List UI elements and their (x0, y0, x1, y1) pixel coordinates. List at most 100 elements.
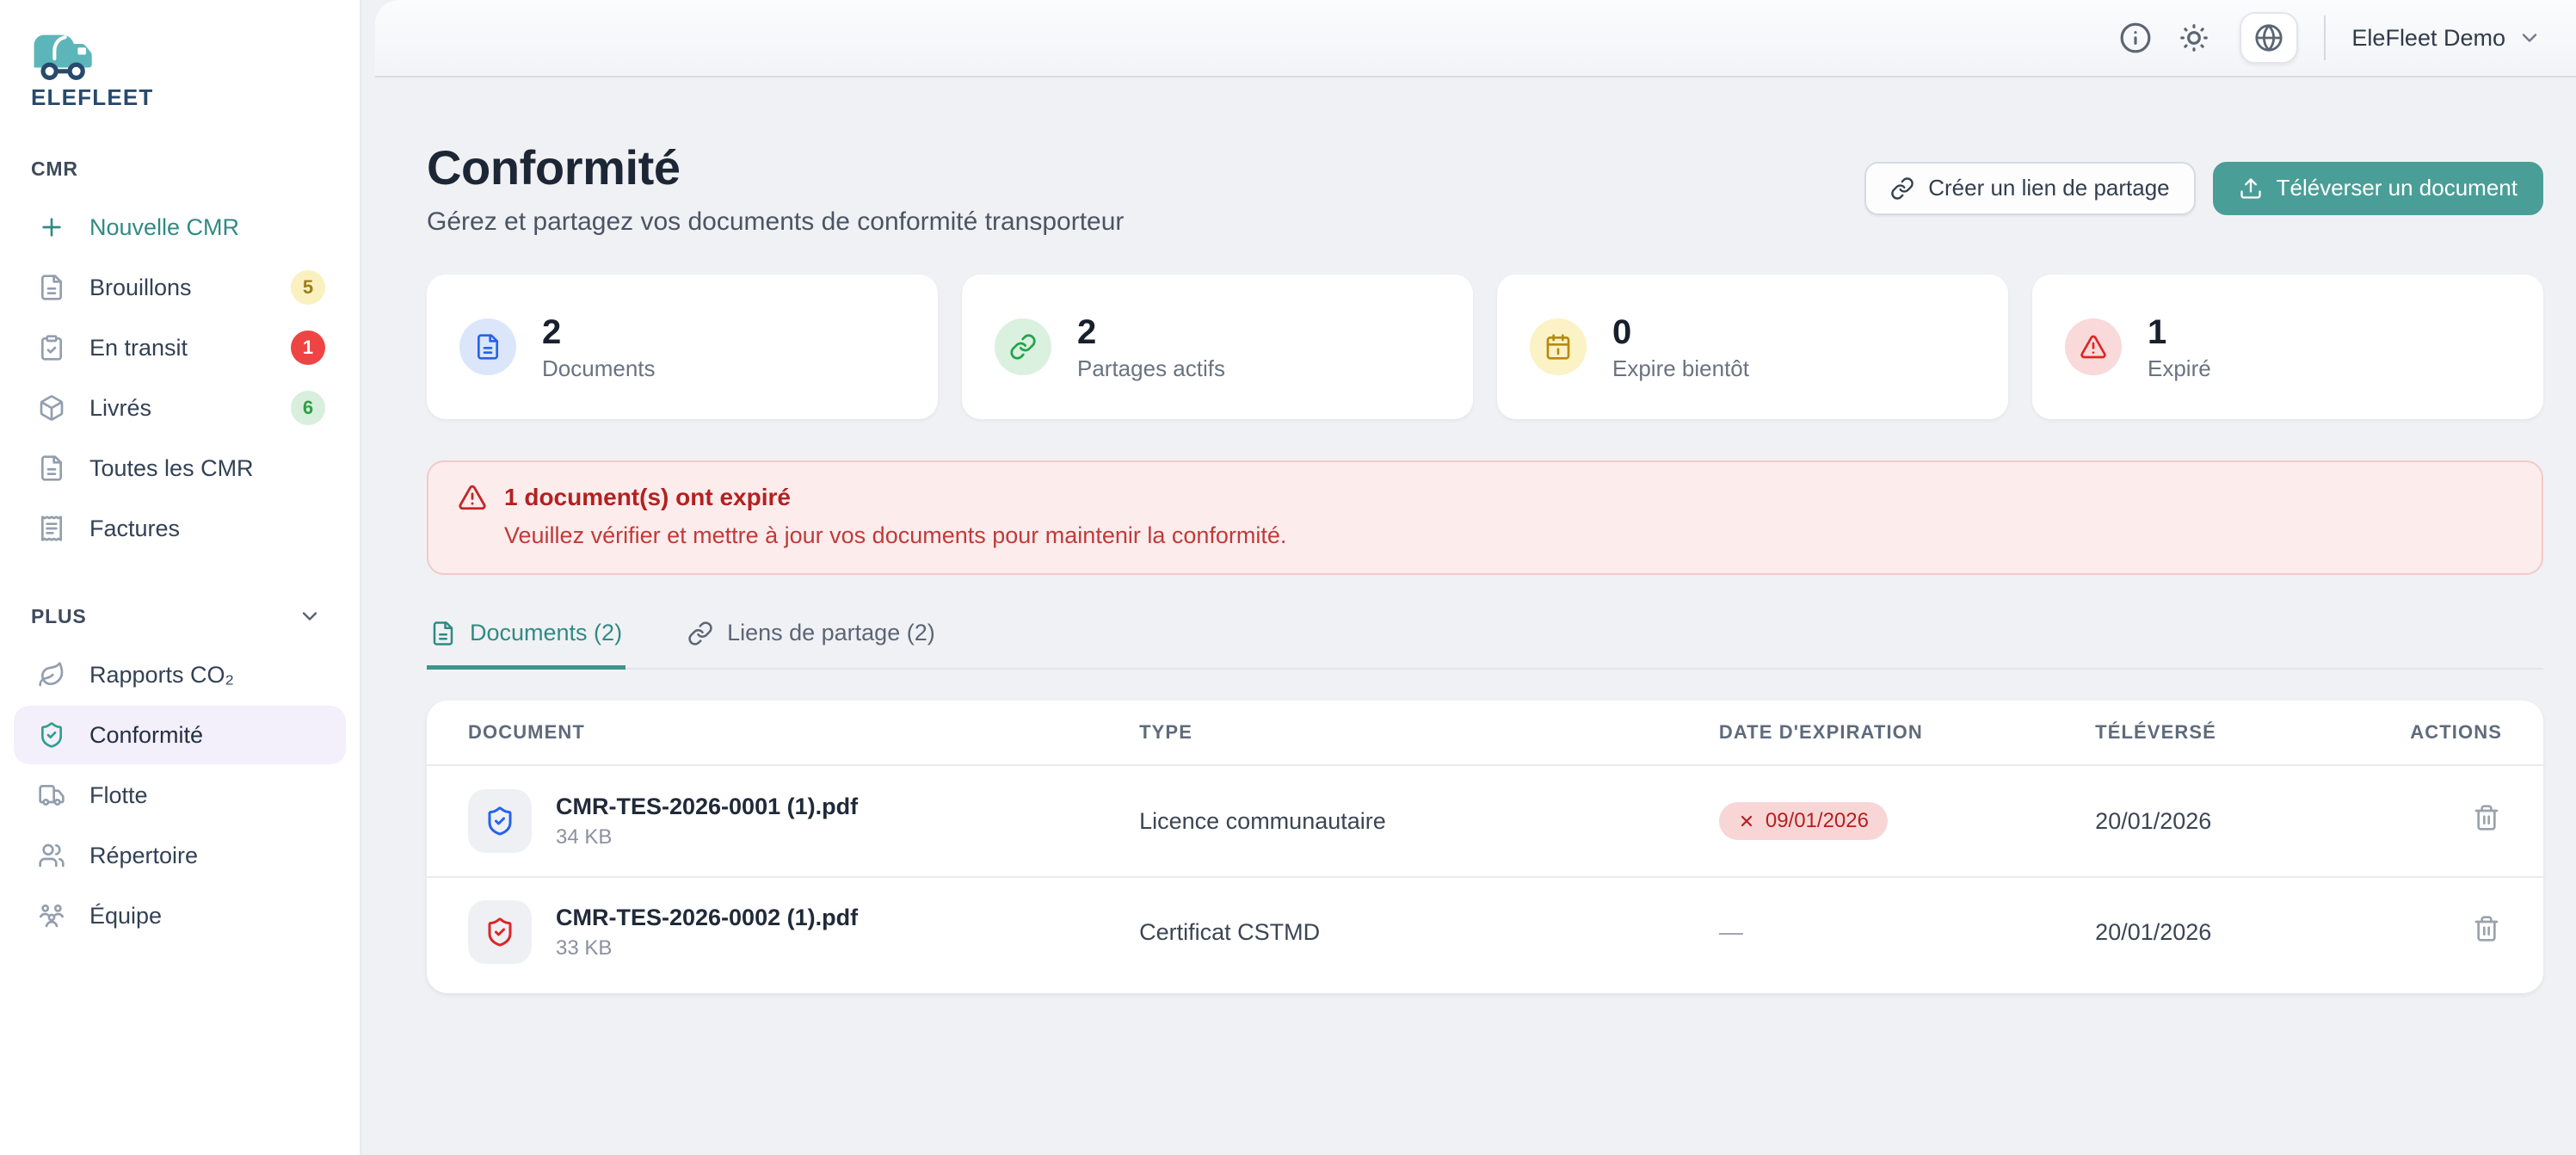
file-text-icon (459, 318, 516, 375)
document-name: CMR-TES-2026-0002 (1).pdf (556, 904, 859, 930)
page-subtitle: Gérez et partagez vos documents de confo… (427, 207, 1125, 236)
stat-value: 2 (542, 312, 562, 351)
topbar-divider (2324, 15, 2326, 60)
no-expiration-dash: — (1718, 918, 1743, 945)
sidebar-item-label: Flotte (89, 781, 148, 808)
tab-liens-de-partage[interactable]: Liens de partage (2) (684, 620, 939, 670)
sidebar-item-nouvelle-cmr[interactable]: Nouvelle CMR (14, 198, 346, 256)
sidebar-nav: CMR Nouvelle CMR Brouillons 5 En transit… (14, 158, 346, 945)
count-badge: 1 (291, 330, 325, 365)
package-icon (38, 394, 65, 422)
truck-icon (38, 781, 65, 809)
clipboard-check-icon (38, 334, 65, 361)
count-badge: 6 (291, 391, 325, 425)
stat-label: Expiré (2148, 355, 2211, 381)
document-size: 33 KB (556, 936, 613, 960)
info-button[interactable] (2119, 22, 2152, 54)
document-name: CMR-TES-2026-0001 (1).pdf (556, 793, 859, 819)
sidebar-section-cmr-label: CMR (31, 158, 78, 180)
topbar: EleFleet Demo (375, 0, 2576, 77)
language-button[interactable] (2240, 12, 2299, 64)
chevron-down-icon[interactable] (298, 604, 322, 628)
sidebar-item-livres[interactable]: Livrés 6 (14, 379, 346, 437)
expired-date-badge: 09/01/2026 (1718, 802, 1888, 840)
stat-card-partages-actifs: 2 Partages actifs (962, 275, 1473, 419)
theme-toggle-button[interactable] (2178, 22, 2210, 54)
sidebar-item-label: Conformité (89, 721, 204, 748)
link-icon (1890, 176, 1914, 201)
page-header: Conformité Gérez et partagez vos documen… (427, 139, 2543, 237)
page-actions: Créer un lien de partage Téléverser un d… (1864, 161, 2543, 215)
sidebar-item-repertoire[interactable]: Répertoire (14, 826, 346, 885)
info-icon (2119, 22, 2152, 54)
sidebar-section-plus-label: PLUS (31, 604, 87, 627)
stat-label: Expire bientôt (1612, 355, 1749, 381)
plus-icon (38, 213, 65, 241)
upload-document-button[interactable]: Téléverser un document (2212, 161, 2543, 215)
alert-message: Veuillez vérifier et mettre à jour vos d… (504, 522, 1287, 548)
expired-alert: 1 document(s) ont expiré Veuillez vérifi… (427, 460, 2543, 575)
file-text-icon (38, 454, 65, 482)
create-share-link-button[interactable]: Créer un lien de partage (1864, 161, 2196, 215)
stat-card-expire-bientot: 0 Expire bientôt (1497, 275, 2008, 419)
count-badge: 5 (291, 270, 325, 305)
sidebar-item-rapports-co2[interactable]: Rapports CO₂ (14, 645, 346, 704)
column-header-televerse: TÉLÉVERSÉ (2095, 721, 2216, 743)
globe-icon (2254, 23, 2283, 52)
shield-check-icon (468, 789, 532, 853)
sun-icon (2178, 22, 2210, 54)
alert-triangle-icon (458, 483, 487, 512)
delete-document-button[interactable] (2471, 804, 2502, 835)
sidebar-item-label: Répertoire (89, 842, 199, 868)
team-icon (38, 902, 65, 930)
stat-value: 0 (1612, 312, 1632, 351)
page-title: Conformité (427, 140, 681, 195)
account-menu[interactable]: EleFleet Demo (2351, 25, 2542, 52)
alert-triangle-icon (2065, 318, 2122, 375)
delete-document-button[interactable] (2471, 915, 2502, 946)
column-header-expiration: DATE D'EXPIRATION (1718, 721, 1923, 743)
leaf-icon (38, 661, 65, 689)
x-icon (1738, 812, 1755, 830)
sidebar-item-brouillons[interactable]: Brouillons 5 (14, 258, 346, 317)
sidebar-item-conformite[interactable]: Conformité (14, 706, 346, 764)
shield-check-icon (38, 721, 65, 749)
document-size: 34 KB (556, 825, 613, 849)
table-row: CMR-TES-2026-0001 (1).pdf 34 KB Licence … (427, 766, 2543, 876)
brand-name: ELEFLEET (31, 84, 154, 110)
sidebar-item-equipe[interactable]: Équipe (14, 886, 346, 945)
tab-documents[interactable]: Documents (2) (427, 620, 626, 670)
link-icon (995, 318, 1051, 375)
brand-logo[interactable]: ELEFLEET (14, 21, 346, 111)
sidebar-item-label: Livrés (89, 394, 152, 421)
sidebar-item-label: Nouvelle CMR (89, 213, 240, 240)
sidebar-item-label: Factures (89, 515, 181, 541)
document-type: Certificat CSTMD (1139, 918, 1321, 945)
sidebar-item-en-transit[interactable]: En transit 1 (14, 318, 346, 377)
stat-value: 2 (1077, 312, 1097, 351)
account-name: EleFleet Demo (2351, 24, 2505, 51)
sidebar-item-factures[interactable]: Factures (14, 499, 346, 558)
documents-table: DOCUMENT TYPE DATE D'EXPIRATION TÉLÉVERS… (427, 701, 2543, 993)
sidebar-item-label: Toutes les CMR (89, 454, 254, 481)
page-content: Conformité Gérez et partagez vos documen… (361, 77, 2576, 993)
sidebar-item-label: Rapports CO₂ (89, 661, 235, 688)
document-type: Licence communautaire (1139, 807, 1386, 834)
sidebar-item-label: Équipe (89, 902, 163, 929)
column-header-actions: ACTIONS (2410, 721, 2502, 743)
sidebar-section-plus: PLUS (14, 604, 346, 628)
alert-title: 1 document(s) ont expiré (504, 484, 791, 510)
calendar-icon (1530, 318, 1587, 375)
stats-row: 2 Documents 2 Partages actifs 0 Expire (427, 275, 2543, 419)
sidebar-item-label: En transit (89, 334, 188, 361)
sidebar-item-flotte[interactable]: Flotte (14, 766, 346, 825)
file-text-icon (430, 621, 456, 646)
upload-icon (2239, 176, 2263, 201)
sidebar-item-toutes-les-cmr[interactable]: Toutes les CMR (14, 439, 346, 497)
receipt-icon (38, 515, 65, 542)
trash-icon (2473, 915, 2500, 942)
column-header-document: DOCUMENT (468, 721, 585, 743)
stat-label: Documents (542, 355, 656, 381)
chevron-down-icon (2517, 26, 2542, 50)
